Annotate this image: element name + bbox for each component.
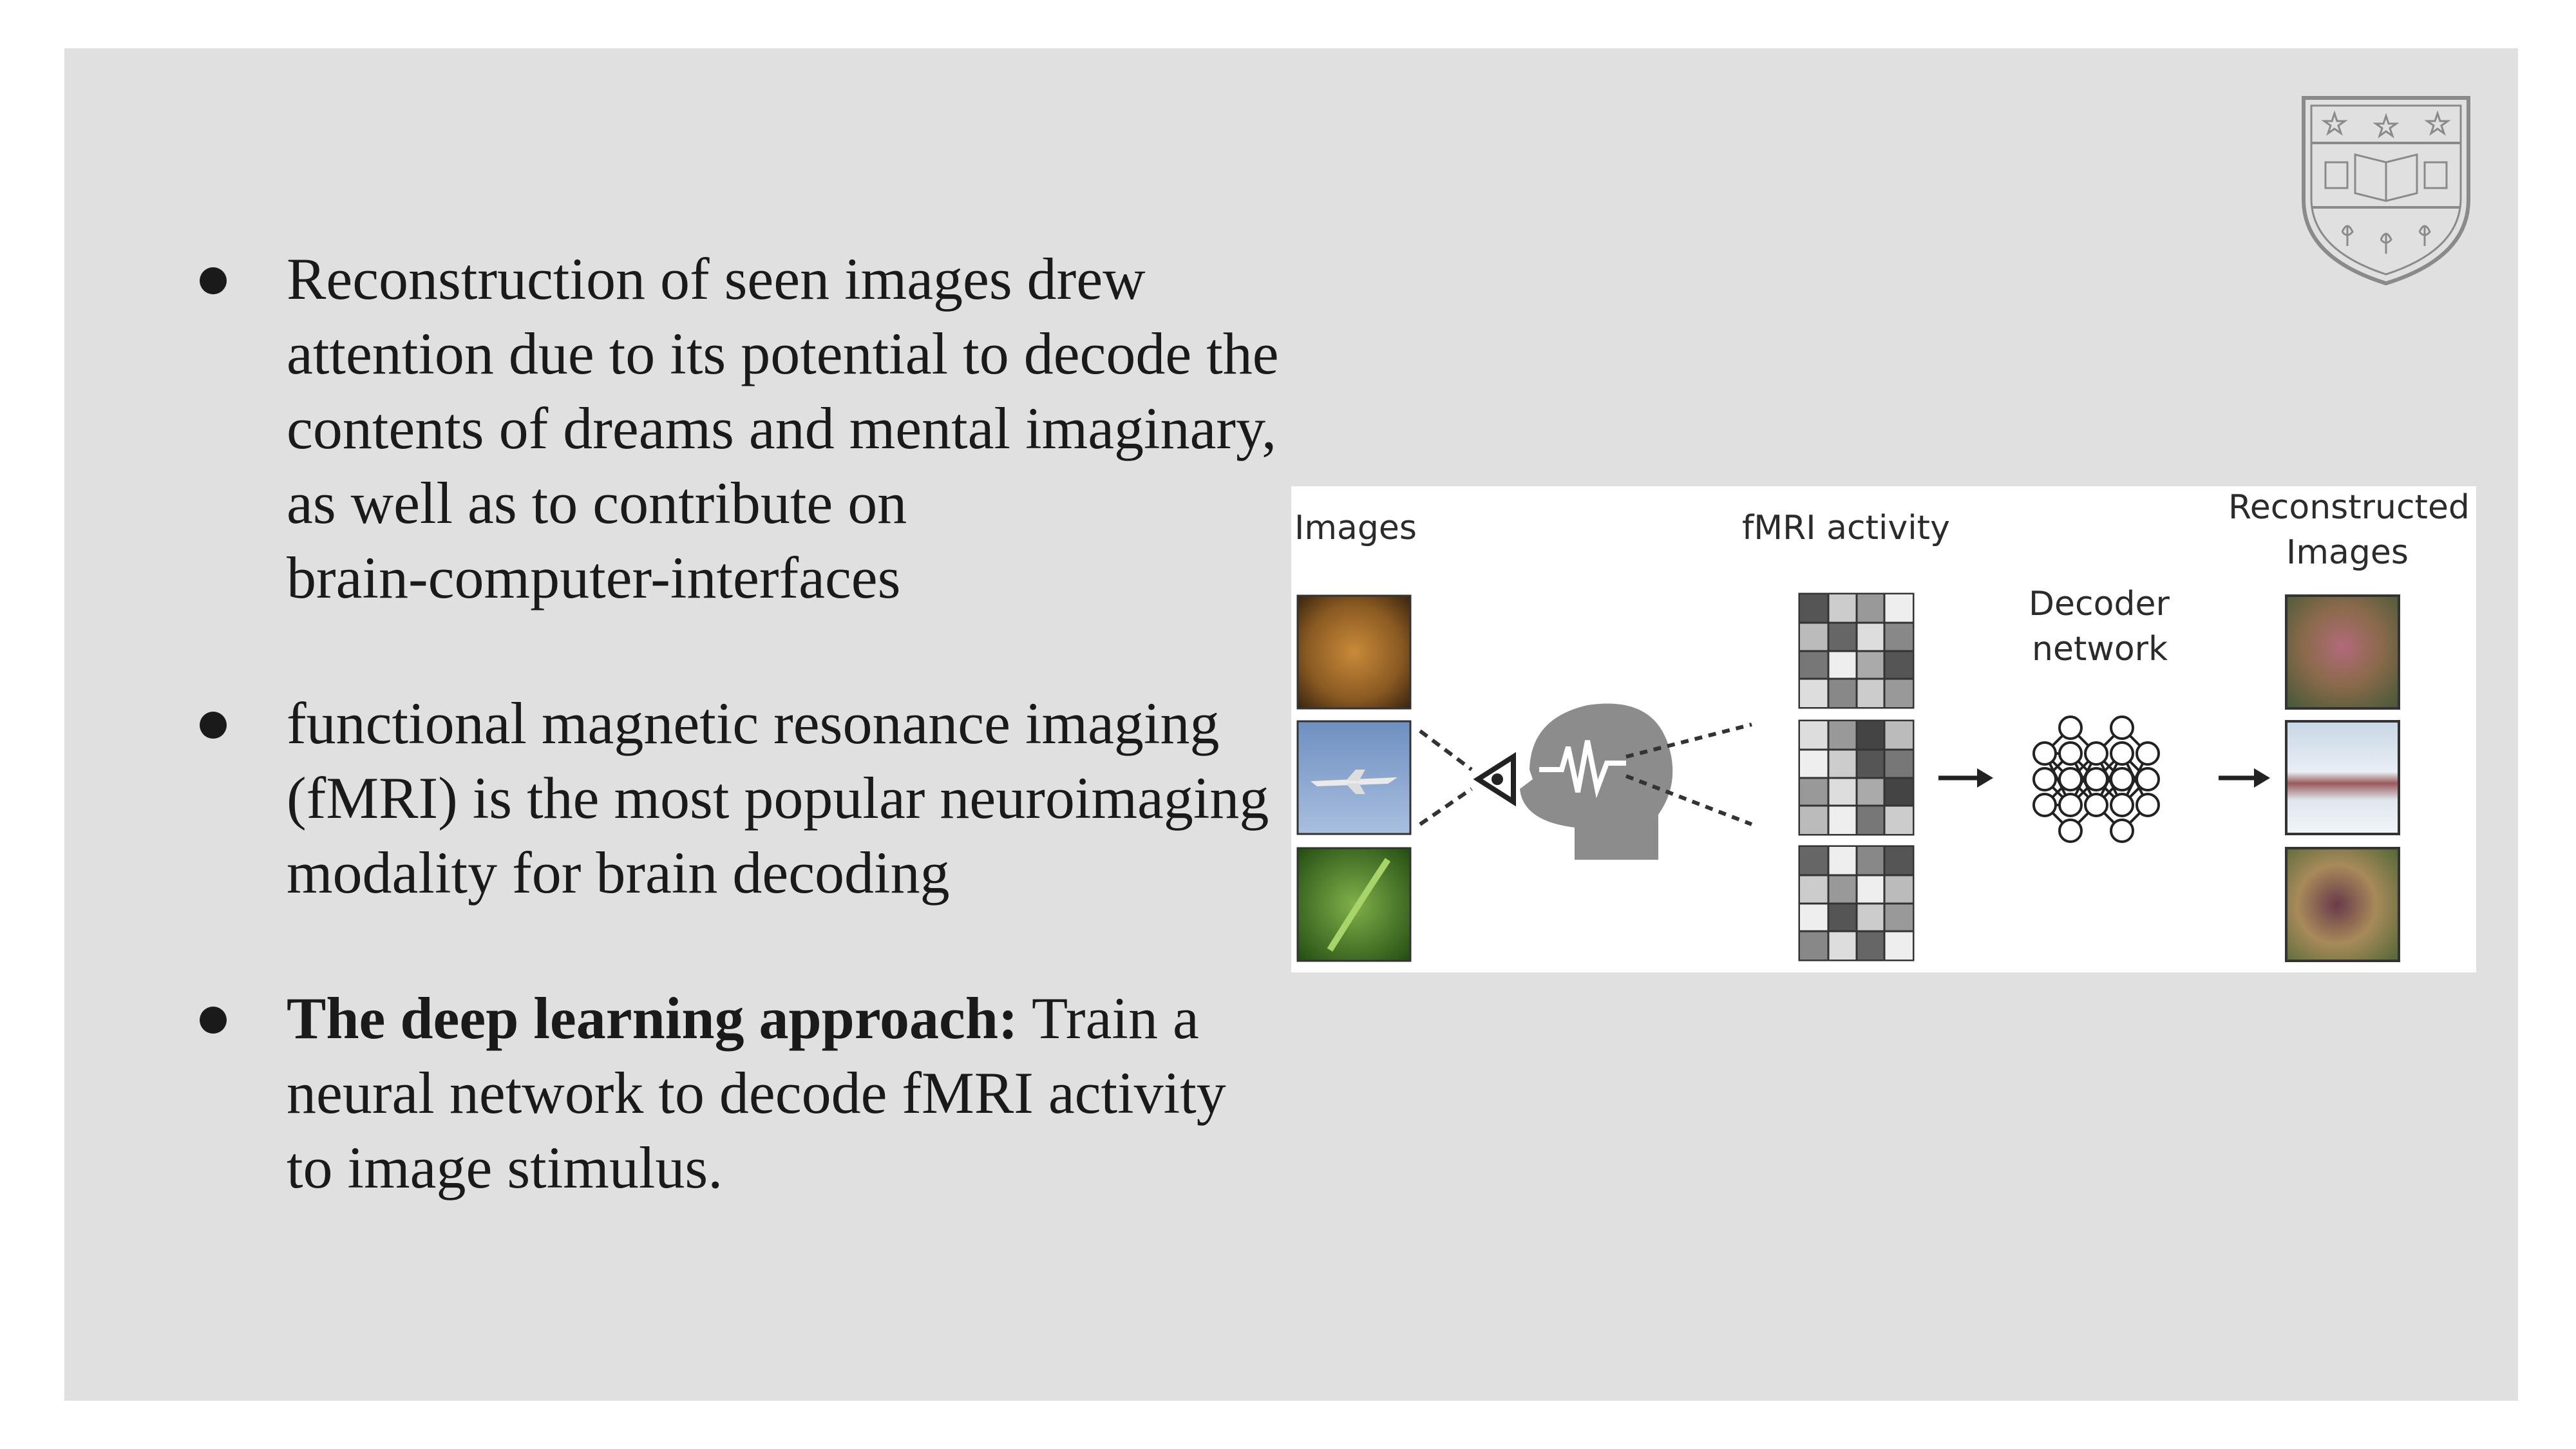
slide: Reconstruction of seen images drew atten…: [64, 48, 2518, 1401]
fmri-grid-2: [1798, 719, 1915, 836]
bullet-line: neural network to decode fMRI activity: [287, 1060, 1226, 1126]
label-network: network: [2032, 630, 2168, 668]
eye-icon: [1473, 752, 1516, 807]
reconstructed-image-1: [2285, 594, 2400, 710]
bullet-dot-icon: [200, 712, 227, 739]
fmri-grid-1: [1798, 592, 1915, 709]
bullet-line: attention due to its potential to decode…: [287, 321, 1279, 386]
input-image-leopard: [1296, 594, 1412, 710]
arrow-right-icon: [1938, 768, 1993, 788]
label-fmri-activity: fMRI activity: [1742, 509, 1950, 547]
bullet-line: (fMRI) is the most popular neuroimaging: [287, 765, 1269, 831]
reconstructed-image-3: [2285, 847, 2400, 962]
input-image-leaf: [1296, 847, 1412, 962]
reconstructed-image-2: [2285, 720, 2400, 835]
bullet-line-first: The deep learning approach: Train a: [287, 981, 1356, 1056]
fmri-grid-3: [1798, 845, 1915, 961]
university-seal-icon: [2302, 96, 2470, 286]
bullet-line: Reconstruction of seen images drew: [287, 246, 1146, 312]
fmri-decoding-figure: Images fMRI activity Decoder network Rec…: [1291, 486, 2476, 972]
label-recon-images: Images: [2286, 533, 2409, 572]
bullet-lead-rest: Train a: [1018, 985, 1199, 1051]
neural-network-icon: [2032, 715, 2160, 843]
bullet-line: as well as to contribute on: [287, 470, 907, 536]
bullet-line: brain-computer-interfaces: [287, 545, 901, 611]
input-image-airplane: [1296, 720, 1412, 835]
bullet-line: contents of dreams and mental imaginary,: [287, 395, 1277, 461]
label-decoder: Decoder: [2029, 585, 2170, 623]
head-icon: [1520, 703, 1673, 860]
bullet-bold-lead: The deep learning approach:: [287, 985, 1018, 1051]
label-reconstructed: Reconstructed: [2228, 488, 2470, 527]
bullet-line: functional magnetic resonance imaging: [287, 690, 1220, 756]
bullet-line: modality for brain decoding: [287, 840, 950, 905]
label-images: Images: [1294, 509, 1417, 547]
bullet-dot-icon: [200, 267, 227, 294]
bullet-list: Reconstruction of seen images drew atten…: [132, 242, 1356, 1205]
bullet-item-2: functional magnetic resonance imaging (f…: [132, 686, 1356, 910]
bullet-item-3: The deep learning approach: Train a neur…: [132, 981, 1356, 1205]
bullet-line: to image stimulus.: [287, 1135, 723, 1200]
arrow-right-icon: [2219, 768, 2270, 788]
bullet-dot-icon: [200, 1007, 227, 1034]
bullet-item-1: Reconstruction of seen images drew atten…: [132, 242, 1356, 615]
